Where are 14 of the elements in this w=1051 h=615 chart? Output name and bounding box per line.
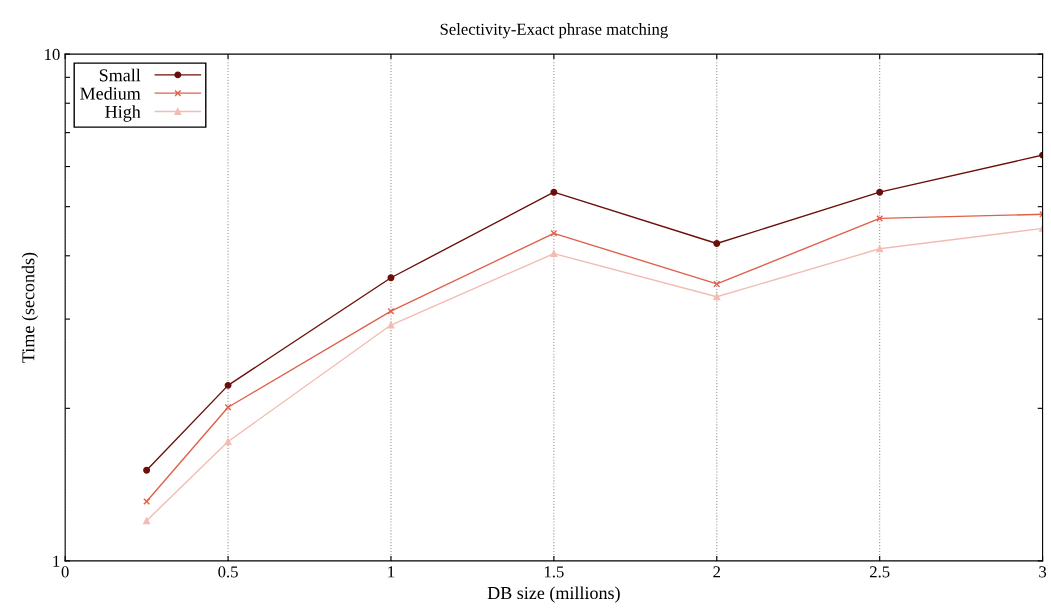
legend-label: Medium (80, 86, 141, 100)
x-tick-label: 3 (1039, 566, 1047, 578)
x-axis-title: DB size (millions) (487, 586, 620, 603)
legend-label: Small (99, 68, 141, 82)
x-tick-label: 1 (388, 566, 395, 578)
x-tick-label: 0 (61, 566, 69, 578)
y-tick-label: 10 (45, 48, 60, 61)
legend-label: High (105, 105, 141, 122)
x-tick-label: 1.5 (544, 566, 564, 578)
chart-title: Selectivity-Exact phrase matching (440, 23, 668, 39)
x-tick-label: 2.5 (870, 566, 890, 578)
x-tick-label: 0.5 (218, 566, 238, 578)
y-axis-title: Time (seconds) (21, 252, 39, 363)
x-tick-label: 2 (713, 566, 721, 578)
